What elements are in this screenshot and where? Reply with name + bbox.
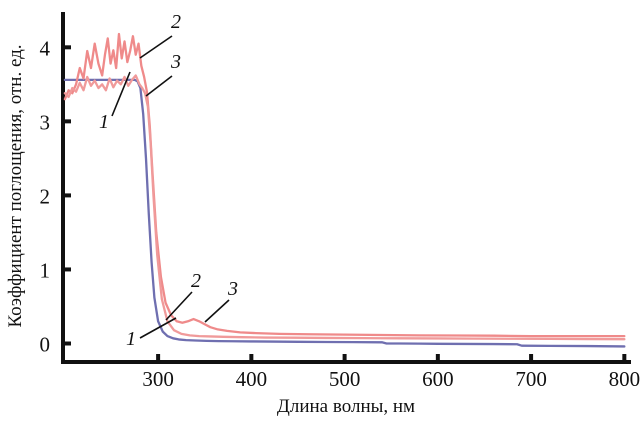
x-tick-label: 600 [422, 367, 454, 391]
x-tick-label: 500 [329, 367, 361, 391]
y-tick-label: 0 [40, 332, 51, 356]
callout-leader-line [139, 35, 173, 59]
series-curve-2 [63, 32, 626, 338]
plot-axes: 300 400 500 600 700 800 0 1 2 3 4 [40, 12, 640, 391]
x-tick-label: 300 [142, 367, 174, 391]
callout-leader-line [111, 71, 131, 117]
series-curve-3 [63, 74, 626, 341]
y-tick-label: 3 [40, 110, 51, 134]
curve-label-2: 2 [171, 11, 181, 33]
curve-callouts: 1 2 3 1 2 3 [99, 11, 238, 350]
y-tick-label: 2 [40, 184, 51, 208]
data-series-group [63, 32, 626, 348]
curve-label-3: 3 [227, 278, 238, 300]
y-axis-title: Коэффициент поглощения, отн. ед. [5, 44, 26, 327]
callout-leader-line [145, 75, 173, 97]
callout-leader-line [139, 317, 177, 339]
x-tick-label: 800 [609, 367, 641, 391]
x-tick-label: 400 [236, 367, 268, 391]
callout-leader-line [165, 291, 193, 321]
x-tick-label: 700 [515, 367, 547, 391]
curve-label-1: 1 [126, 328, 136, 350]
callout-leader-line [204, 299, 230, 323]
curve-label-1: 1 [99, 111, 109, 133]
y-tick-label: 4 [40, 36, 51, 60]
y-tick-label: 1 [40, 258, 51, 282]
axis-frame [61, 12, 631, 364]
curve-label-2: 2 [191, 270, 201, 292]
curve-label-3: 3 [170, 51, 181, 73]
y-axis-ticks: 0 1 2 3 4 [40, 36, 71, 356]
x-axis-title: Длина волны, нм [277, 396, 415, 417]
x-axis-ticks: 300 400 500 600 700 800 [142, 354, 640, 391]
